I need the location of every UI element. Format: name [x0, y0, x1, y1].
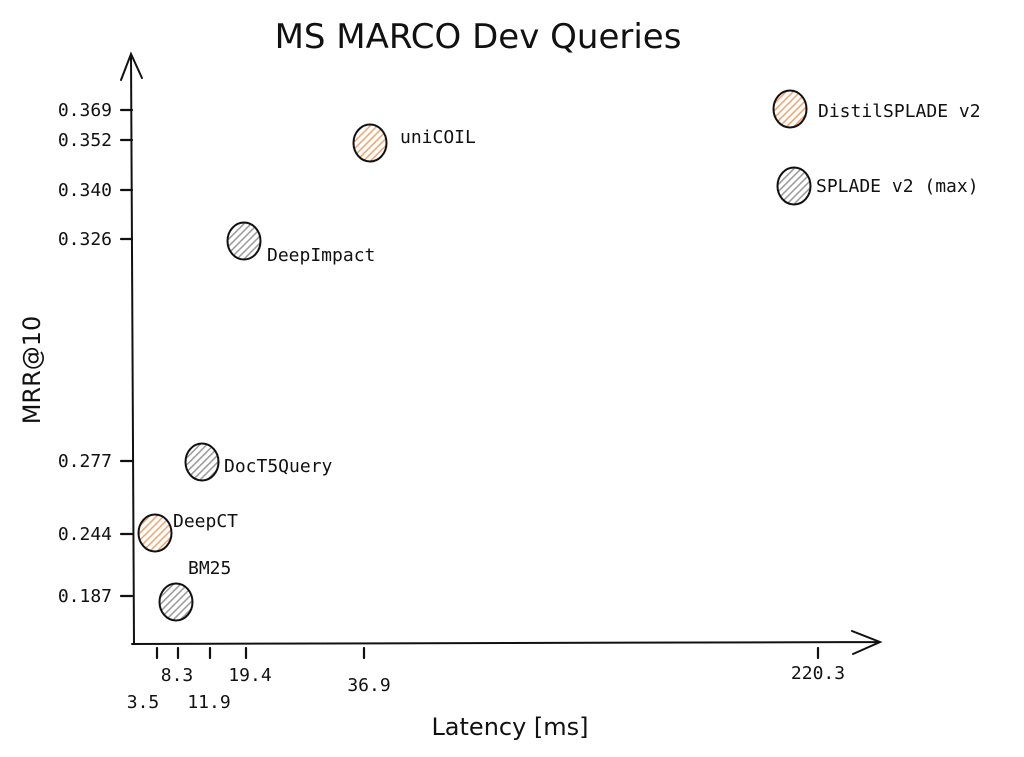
x-tick-label: 220.3 — [791, 663, 845, 684]
y-axis — [120, 51, 143, 645]
data-point: DocT5Query — [184, 442, 333, 482]
data-point: DeepImpact — [226, 221, 375, 266]
y-tick-label: 0.187 — [58, 586, 112, 607]
y-tick-label: 0.277 — [58, 451, 112, 472]
point-label: BM25 — [188, 558, 231, 579]
x-tick-label: 8.3 — [161, 665, 194, 686]
data-point: uniCOIL — [352, 123, 476, 163]
x-axis — [131, 630, 883, 655]
point-marker — [226, 221, 262, 261]
data-point: BM25 — [158, 558, 231, 622]
point-label: DeepCT — [173, 511, 238, 532]
point-label: DeepImpact — [267, 245, 375, 266]
y-tick-label: 0.326 — [58, 229, 112, 250]
point-marker — [352, 123, 388, 163]
point-marker — [776, 166, 812, 206]
point-marker — [772, 89, 808, 129]
point-label: SPLADE v2 (max) — [816, 176, 979, 197]
y-tick-label: 0.352 — [58, 130, 112, 151]
y-tick-label: 0.369 — [58, 100, 112, 121]
x-tick-label: 36.9 — [347, 675, 390, 696]
point-label: uniCOIL — [400, 127, 476, 148]
point-label: DocT5Query — [224, 456, 333, 477]
x-axis-label: Latency [ms] — [431, 713, 588, 741]
x-tick-label: 19.4 — [228, 665, 271, 686]
data-point: DistilSPLADE v2 — [772, 89, 981, 129]
data-point: SPLADE v2 (max) — [776, 166, 979, 206]
y-tick-label: 0.244 — [58, 524, 112, 545]
x-tick-label: 3.5 — [127, 692, 160, 713]
point-marker — [184, 442, 220, 482]
tick-group: 0.187 0.244 0.277 0.326 0.340 0.352 0.369 3.58.… — [58, 100, 845, 713]
y-axis-label: MRR@10 — [18, 316, 46, 425]
x-tick-label: 11.9 — [187, 692, 230, 713]
y-tick-label: 0.340 — [58, 180, 112, 201]
data-point: DeepCT — [137, 511, 238, 553]
chart-title: MS MARCO Dev Queries — [275, 17, 682, 57]
points-group: BM25 DeepCT DocT5Query DeepImpact uniCOIL SPL… — [137, 89, 981, 622]
point-marker — [158, 582, 194, 622]
point-label: DistilSPLADE v2 — [818, 101, 981, 122]
point-marker — [137, 513, 173, 553]
